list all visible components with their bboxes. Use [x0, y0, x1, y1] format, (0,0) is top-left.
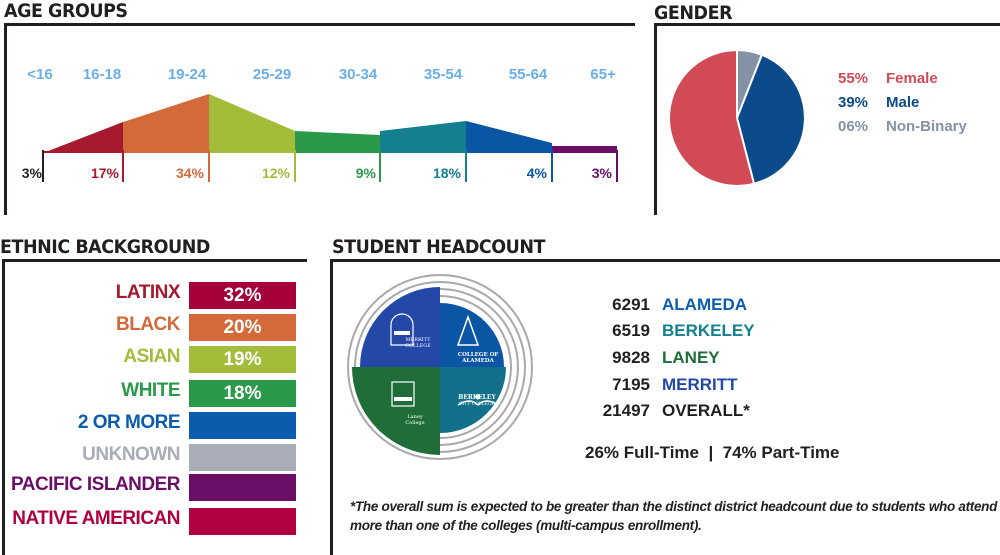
headcount-title: STUDENT HEADCOUNT	[332, 236, 546, 258]
age-label: <16	[27, 66, 53, 83]
age-tick	[42, 150, 44, 182]
college-name: OVERALL*	[662, 401, 750, 420]
age-tick	[551, 150, 553, 182]
headcount-row-laney: 9828 LANEY	[580, 348, 720, 368]
berkeley-logo-text: BERKELEY	[458, 394, 496, 401]
headcount-row-overall: 21497 OVERALL*	[580, 401, 750, 421]
gender-pie-chart	[667, 48, 806, 187]
age-area-chart	[43, 94, 617, 153]
ethnic-bar: 19%	[189, 346, 296, 373]
ethnic-label: UNKNOWN	[82, 444, 180, 465]
ethnic-label: LATINX	[115, 282, 181, 303]
headcount-frame	[330, 259, 1000, 555]
headcount-number: 6519	[612, 321, 650, 340]
ethnic-label: PACIFIC ISLANDER	[11, 474, 180, 495]
age-label: 30-34	[338, 66, 378, 83]
headcount-number: 9828	[612, 348, 650, 367]
gender-label: Non-Binary	[886, 118, 967, 135]
gender-pct: 39%	[838, 94, 869, 111]
ethnic-label: ASIAN	[123, 346, 180, 367]
age-groups-title: AGE GROUPS	[4, 0, 128, 22]
ethnic-bar: 3%	[189, 444, 296, 471]
age-label: 25-29	[252, 66, 292, 83]
gender-frame	[654, 23, 1000, 215]
college-name: LANEY	[662, 348, 720, 367]
college-name: MERRITT	[662, 375, 738, 394]
gender-label: Female	[886, 70, 938, 87]
age-tick	[294, 150, 296, 182]
berkeley-logo-subtext: CITY COLLEGE	[459, 402, 495, 407]
laney-logo-text: Laney College	[405, 414, 425, 426]
headcount-number: 21497	[602, 401, 650, 420]
ethnic-bar: 18%	[189, 380, 296, 407]
ethnic-bar: 20%	[189, 314, 296, 341]
gender-pct: 06%	[838, 118, 869, 135]
age-label: 16-18	[82, 66, 122, 83]
headcount-row-berkeley: 6519 BERKELEY	[580, 321, 755, 341]
age-tick	[379, 150, 381, 182]
age-tick	[465, 150, 467, 182]
ethnic-bar: 1%	[189, 474, 296, 501]
age-pct: 12%	[261, 165, 290, 181]
age-pct: 3%	[591, 165, 612, 181]
ethnic-title: ETHNIC BACKGROUND	[0, 236, 210, 258]
gender-label: Male	[886, 94, 920, 111]
ethnic-label: BLACK	[116, 314, 181, 335]
age-tick	[616, 150, 618, 182]
ethnic-bar: 7%	[189, 412, 296, 439]
age-pct: 3%	[21, 165, 42, 181]
ethnic-bar: 32%	[189, 282, 296, 309]
headcount-row-merritt: 7195 MERRITT	[580, 375, 738, 395]
age-pct: 18%	[432, 165, 461, 181]
age-pct: 9%	[355, 165, 376, 181]
headcount-number: 7195	[612, 375, 650, 394]
headcount-row-alameda: 6291 ALAMEDA	[580, 295, 747, 315]
ethnic-label: WHITE	[121, 380, 180, 401]
age-label: 65+	[590, 66, 616, 83]
footnote: *The overall sum is expected to be great…	[350, 499, 998, 533]
age-groups-frame	[4, 23, 635, 215]
alameda-logo-text: COLLEGE OF ALAMEDA	[457, 352, 499, 364]
age-label: 55-64	[508, 66, 548, 83]
ethnic-frame	[2, 259, 307, 555]
age-tick	[208, 150, 210, 182]
age-pct: 17%	[90, 165, 119, 181]
age-label: 19-24	[167, 66, 207, 83]
enrollment-status: 26% Full-Time | 74% Part-Time	[585, 443, 840, 462]
ethnic-label: 2 OR MORE	[77, 412, 181, 433]
gender-legend-nonbinary: 06% Non-Binary	[838, 118, 967, 135]
age-pct: 34%	[175, 165, 204, 181]
age-label: 35-54	[423, 66, 463, 83]
college-name: ALAMEDA	[662, 295, 747, 314]
age-pct: 4%	[526, 165, 547, 181]
college-name: BERKELEY	[662, 321, 755, 340]
merritt-logo-text: MERRITT COLLEGE	[405, 337, 431, 349]
headcount-number: 6291	[612, 295, 650, 314]
age-tick	[122, 150, 124, 182]
ethnic-label: NATIVE AMERICAN	[12, 508, 180, 529]
gender-legend-male: 39% Male	[838, 94, 919, 111]
ethnic-bar: 1%	[189, 508, 296, 535]
gender-pct: 55%	[838, 70, 869, 87]
gender-legend-female: 55% Female	[838, 70, 938, 87]
colleges-emblem	[347, 274, 533, 460]
gender-title: GENDER	[654, 2, 733, 24]
